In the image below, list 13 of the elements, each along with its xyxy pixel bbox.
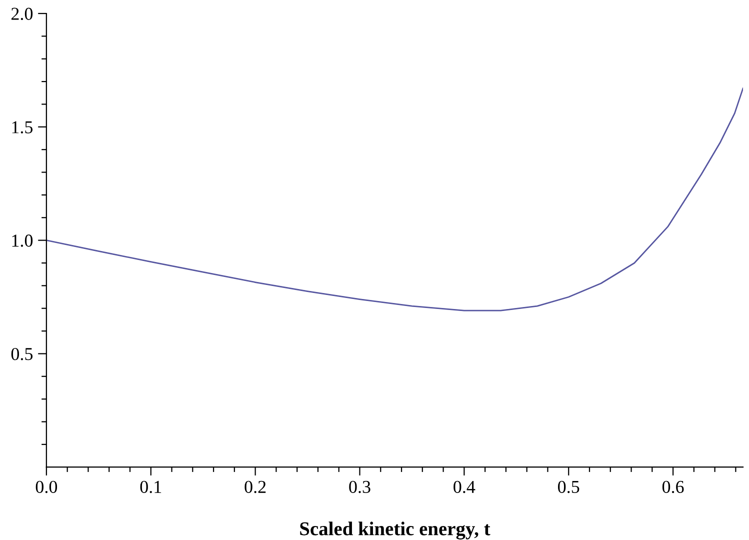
x-tick-label: 0.5 xyxy=(558,480,580,494)
x-tick-label: 0.3 xyxy=(349,480,370,494)
y-tick-label: 1.5 xyxy=(12,121,33,134)
x-tick-label: 0.2 xyxy=(244,480,266,494)
x-tick-label: 0.0 xyxy=(36,480,58,494)
y-tick-label: 0.5 xyxy=(11,348,33,360)
x-tick-label: 0.1 xyxy=(140,480,162,494)
x-tick-label: 0.4 xyxy=(454,480,476,494)
x-axis-title: Scaled kinetic energy, t xyxy=(300,522,490,540)
y-tick-label: 2.0 xyxy=(11,8,33,20)
line-series xyxy=(46,88,744,312)
y-tick-label: 1.0 xyxy=(12,234,33,247)
x-tick-label: 0.6 xyxy=(662,480,684,494)
